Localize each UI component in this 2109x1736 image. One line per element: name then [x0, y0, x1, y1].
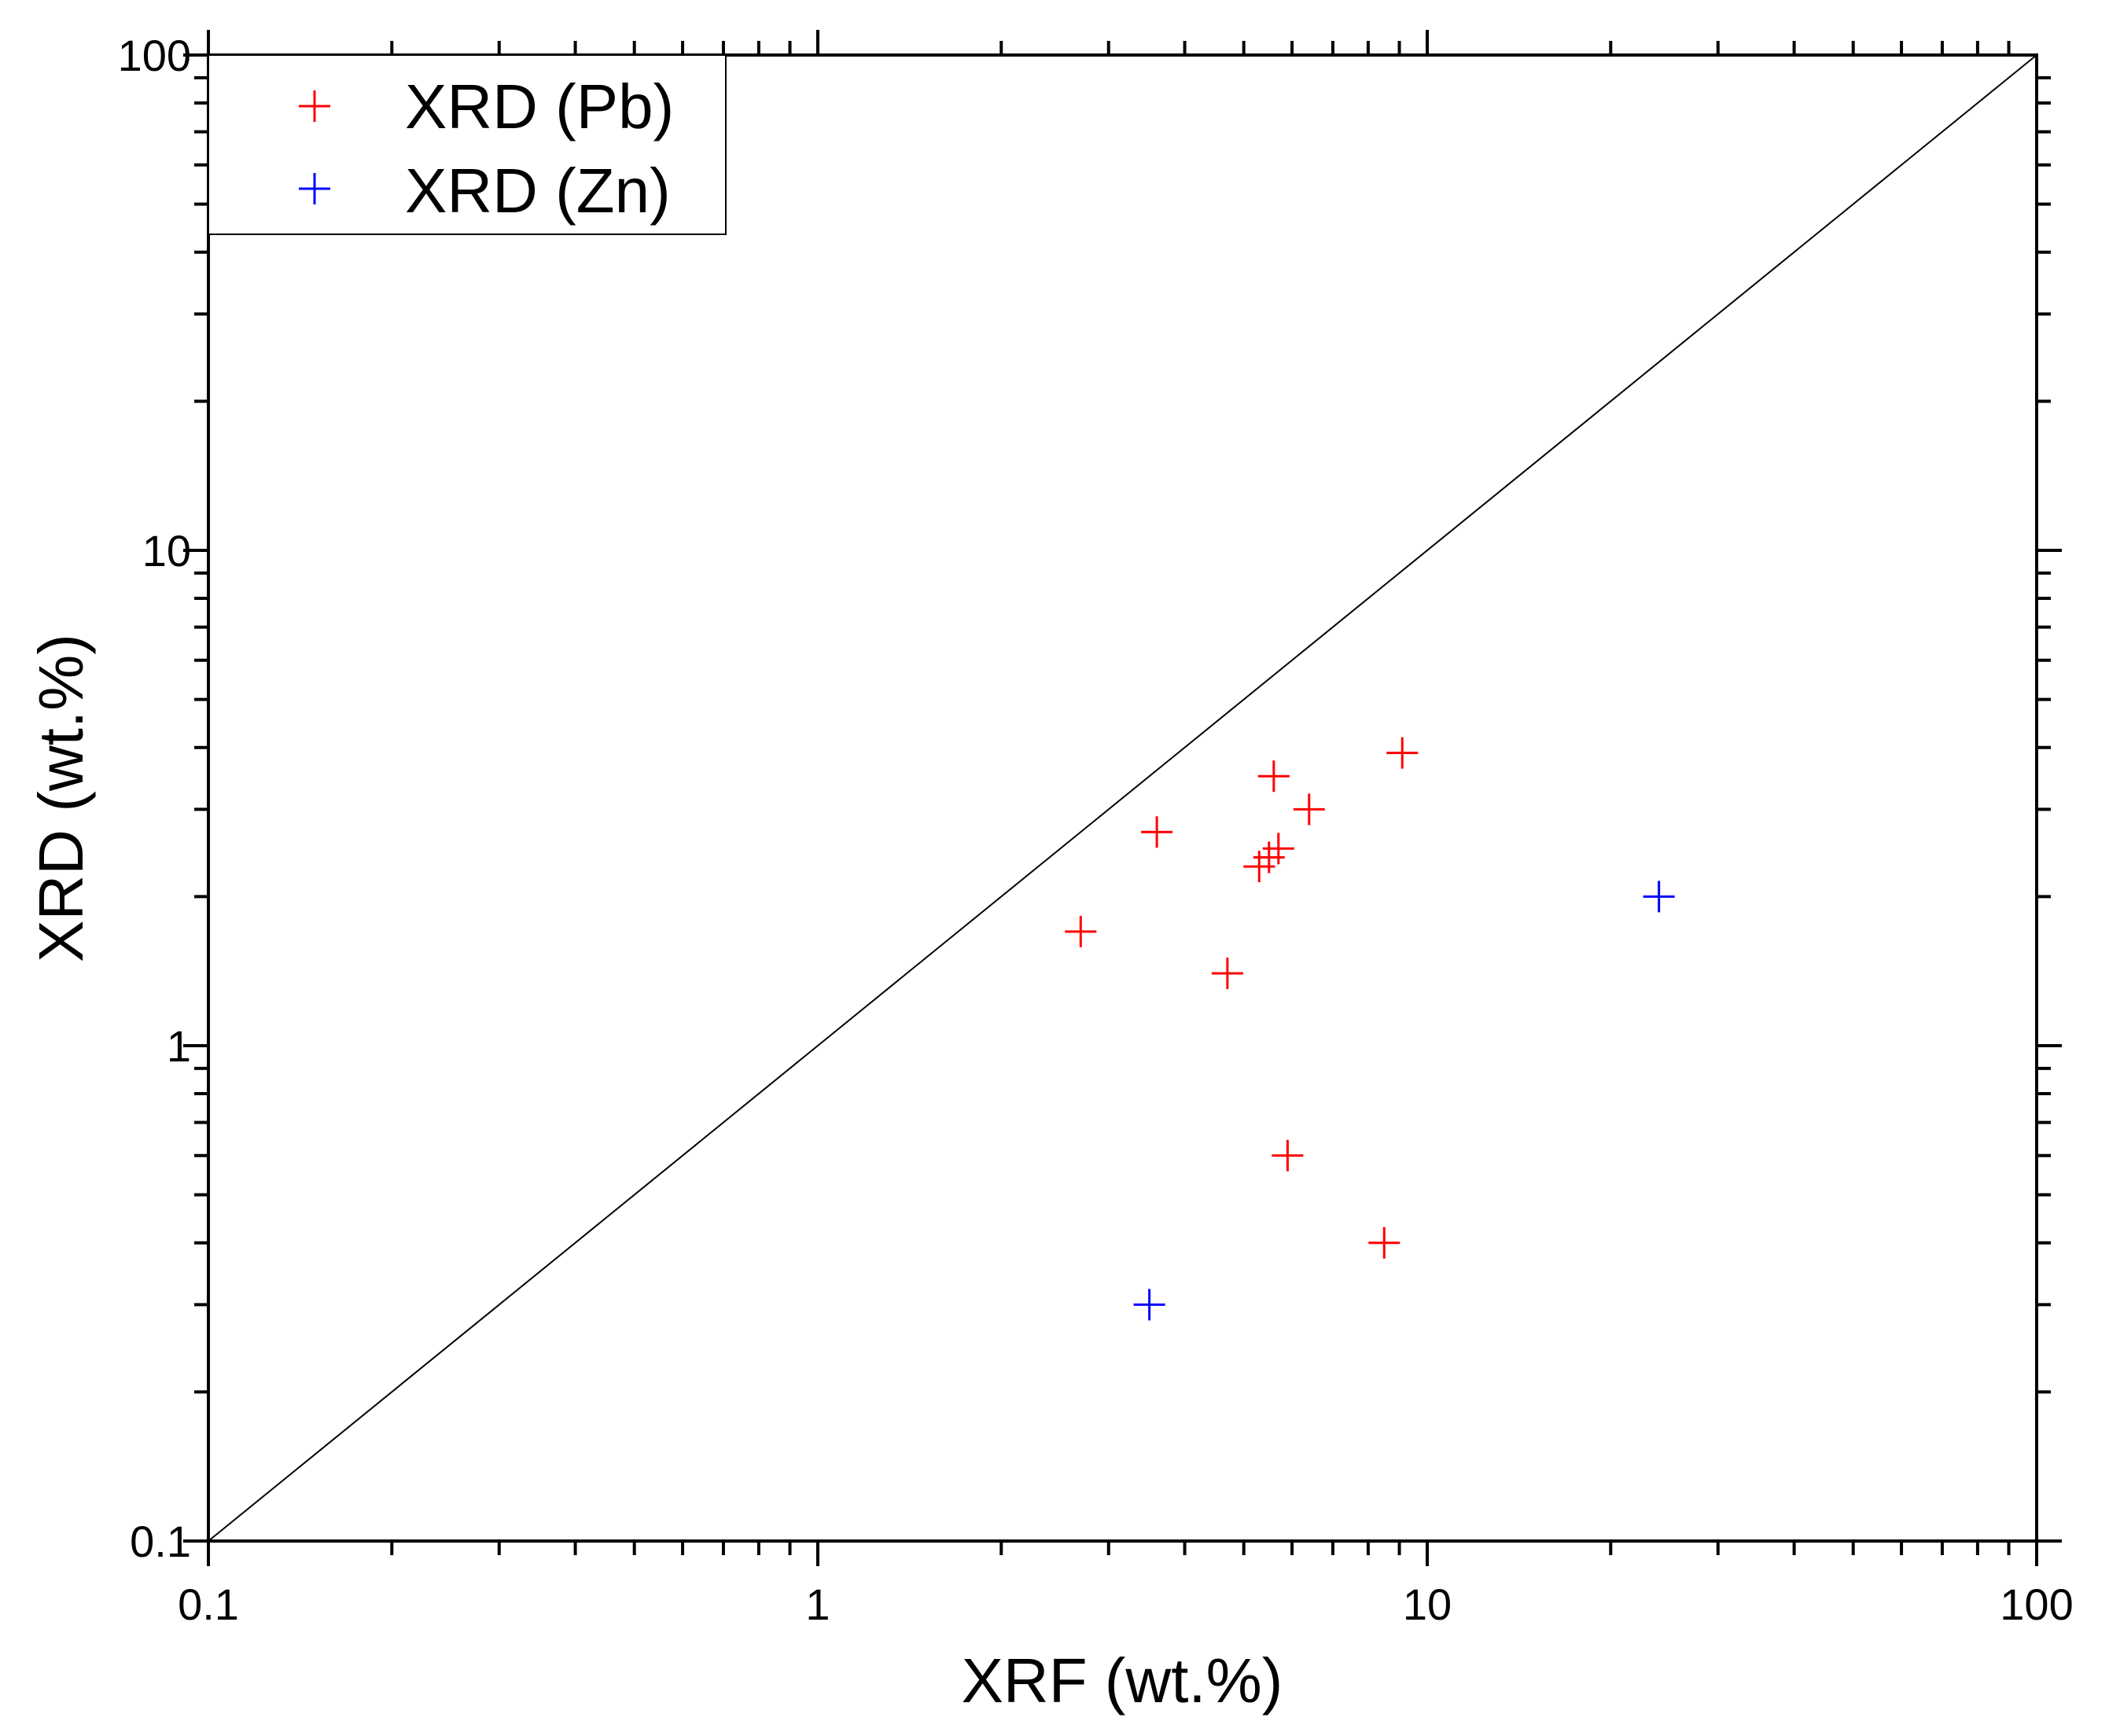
reference-line-y-equals-x: [208, 54, 2037, 1542]
x-tick-label: 10: [1403, 1580, 1452, 1629]
data-points: [1065, 737, 1675, 1321]
legend-label-pb: XRD (Pb): [405, 72, 674, 142]
data-point-zn: [1643, 881, 1675, 913]
y-tick-label: 10: [142, 526, 191, 576]
x-tick-label: 1: [805, 1580, 830, 1629]
legend-label-zn: XRD (Zn): [405, 156, 671, 226]
x-axis-title: XRF (wt.%): [962, 1646, 1283, 1716]
data-point-pb: [1368, 1227, 1400, 1259]
tick-labels: 0.1 1 10 100 0.1 1 10 100: [118, 31, 2074, 1629]
y-axis-title: XRD (wt.%): [26, 634, 96, 962]
x-tick-label: 0.1: [178, 1580, 239, 1629]
data-point-pb: [1386, 737, 1419, 769]
y-tick-label: 0.1: [130, 1517, 191, 1566]
data-point-pb: [1211, 957, 1243, 989]
y-tick-label: 100: [118, 31, 191, 80]
x-tick-label: 100: [2000, 1580, 2073, 1629]
data-point-pb: [1257, 760, 1290, 793]
legend-box: [208, 54, 727, 235]
data-point-pb: [1272, 1139, 1304, 1171]
data-point-pb: [1262, 833, 1294, 865]
legend-marker-pb: [299, 90, 330, 122]
legend-marker-zn: [299, 173, 330, 204]
reference-line-layer: [208, 54, 2037, 1542]
legend: XRD (Pb) XRD (Zn): [208, 54, 727, 235]
data-point-pb: [1141, 816, 1173, 848]
axis-ticks: [183, 30, 2062, 1566]
data-point-pb: [1293, 793, 1325, 826]
y-tick-label: 1: [167, 1021, 191, 1071]
data-point-pb: [1065, 915, 1097, 947]
data-point-zn: [1133, 1289, 1165, 1321]
plot-frame: [207, 53, 2038, 1543]
